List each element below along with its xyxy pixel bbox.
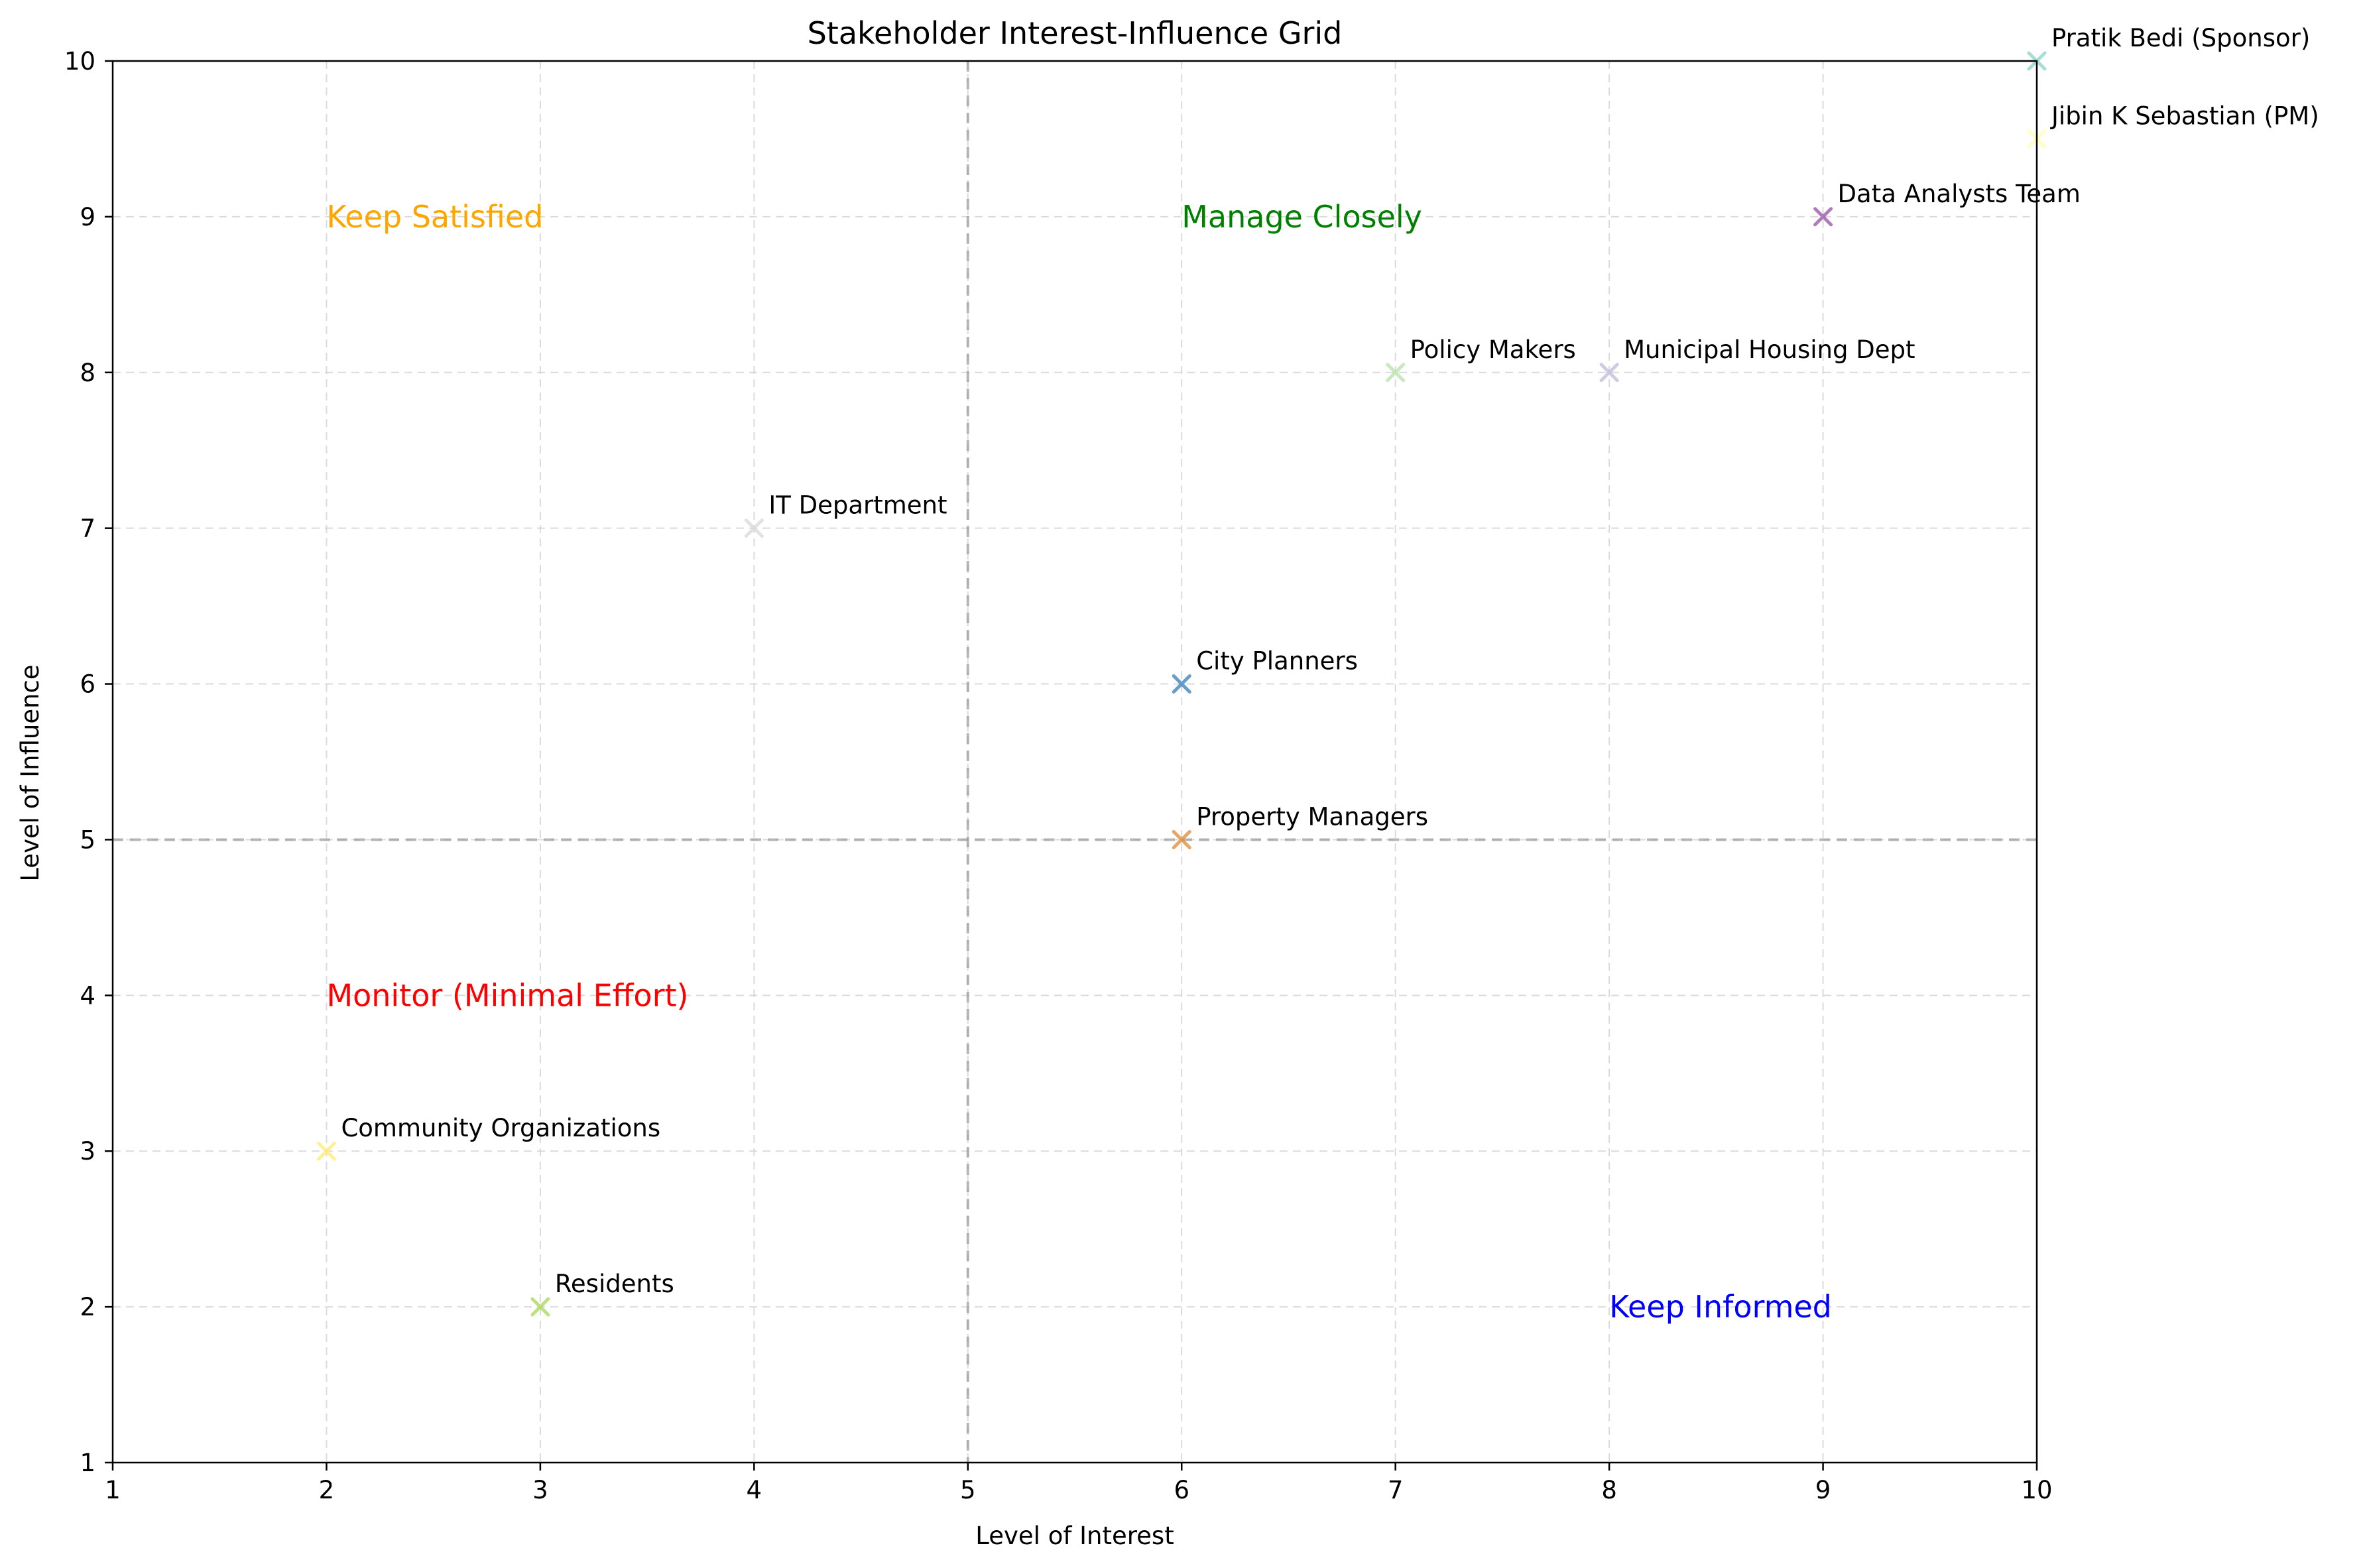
point-label: Pratik Bedi (Sponsor)	[2051, 24, 2310, 52]
y-tick-label: 10	[64, 47, 95, 76]
y-tick-label: 1	[80, 1449, 95, 1477]
ticks-layer: 1 2 3 4 5 6 7 8 9 10 1 2 3 4 5 6 7 8 9 10	[64, 47, 2053, 1504]
y-tick-label: 8	[80, 359, 95, 387]
quadrant-label: Keep Informed	[1609, 1289, 1832, 1325]
x-tick-label: 7	[1388, 1476, 1404, 1504]
marker-stroke	[316, 1141, 336, 1161]
point-label: City Planners	[1196, 647, 1358, 676]
data-point-marker	[1813, 207, 1833, 227]
marker-stroke	[1813, 207, 1833, 227]
data-point-marker	[1599, 363, 1619, 383]
x-tick-label: 8	[1601, 1476, 1617, 1504]
y-tick-label: 2	[80, 1293, 95, 1321]
point-label: Community Organizations	[341, 1114, 660, 1142]
data-point-marker	[530, 1297, 550, 1317]
data-point-marker	[1172, 674, 1191, 694]
plot-frame	[111, 60, 2038, 1464]
y-tick-label: 7	[80, 514, 95, 543]
quadrant-label: Keep Satisfied	[326, 199, 543, 235]
point-label-layer: Pratik Bedi (Sponsor) Jibin K Sebastian (…	[341, 24, 2319, 1298]
x-tick-label: 2	[319, 1476, 335, 1504]
x-tick-label: 1	[105, 1476, 121, 1504]
x-tick-label: 4	[747, 1476, 762, 1504]
x-tick-label: 9	[1815, 1476, 1831, 1504]
point-label: Data Analysts Team	[1838, 180, 2081, 208]
y-tick-label: 4	[80, 981, 95, 1010]
data-point-marker	[1386, 363, 1406, 383]
point-label: IT Department	[768, 491, 947, 520]
y-tick-label: 3	[80, 1137, 95, 1166]
x-tick-label: 5	[960, 1476, 976, 1504]
x-tick-label: 3	[532, 1476, 548, 1504]
marker-stroke	[1599, 363, 1619, 383]
point-label: Jibin K Sebastian (PM)	[2050, 101, 2319, 130]
marker-stroke	[530, 1297, 550, 1317]
x-tick-label: 6	[1174, 1476, 1189, 1504]
point-label: Property Managers	[1196, 802, 1428, 831]
x-tick-label: 10	[2021, 1476, 2052, 1504]
y-tick-label: 9	[80, 203, 95, 231]
quadrant-label: Manage Closely	[1182, 199, 1422, 235]
data-point-marker	[316, 1141, 336, 1161]
x-axis-label: Level of Interest	[975, 1522, 1174, 1550]
data-point-marker	[1172, 829, 1191, 849]
marker-stroke	[744, 518, 764, 538]
marker-stroke	[1172, 829, 1191, 849]
chart-title: Stakeholder Interest-Influence Grid	[808, 15, 1343, 51]
point-label: Policy Makers	[1410, 335, 1576, 364]
quadrant-label: Monitor (Minimal Effort)	[326, 977, 688, 1013]
point-label: Residents	[555, 1270, 674, 1298]
quadrant-label-layer: Keep Satisfied Manage Closely Monitor (Min…	[326, 199, 1831, 1325]
y-axis-label: Level of Influence	[16, 664, 44, 881]
point-label: Municipal Housing Dept	[1624, 335, 1915, 364]
data-point-marker	[744, 518, 764, 538]
y-tick-label: 6	[80, 670, 95, 699]
marker-stroke	[1386, 363, 1406, 383]
y-tick-label: 5	[80, 825, 95, 854]
quadrant-divider-layer	[113, 61, 2037, 1463]
marker-stroke	[1172, 674, 1191, 694]
